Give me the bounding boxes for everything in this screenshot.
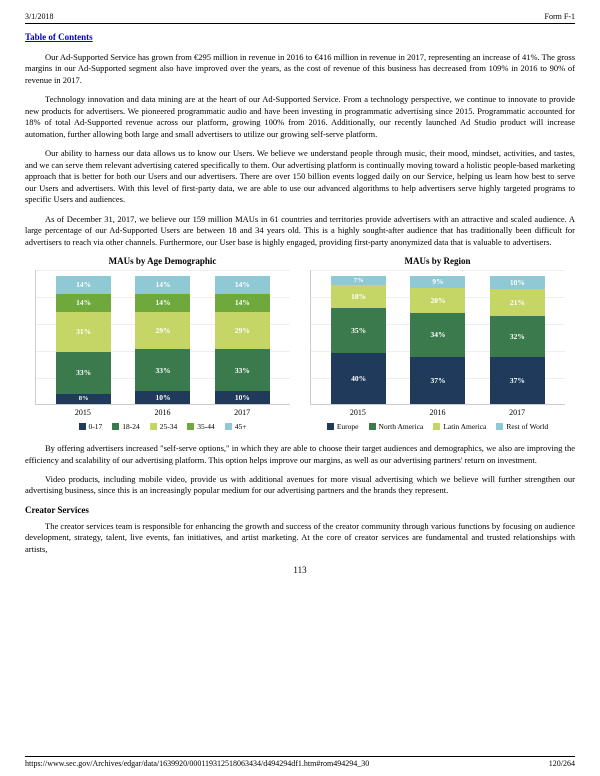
legend-item: 25-34 <box>150 422 178 431</box>
bar-segment: 37% <box>410 357 465 404</box>
legend-item: North America <box>369 422 424 431</box>
x-label: 2015 <box>75 408 91 417</box>
legend-swatch <box>327 423 334 430</box>
bar-segment: 33% <box>215 349 270 391</box>
x-label: 2015 <box>350 408 366 417</box>
page-number: 113 <box>25 565 575 575</box>
legend-swatch <box>187 423 194 430</box>
footer-pages: 120/264 <box>549 759 575 768</box>
legend-swatch <box>112 423 119 430</box>
bar-segment: 9% <box>410 276 465 288</box>
chart-xlabels: 2015 2016 2017 <box>35 408 290 417</box>
paragraph: The creator services team is responsible… <box>25 521 575 555</box>
bar-segment: 8% <box>56 394 111 404</box>
toc-link[interactable]: Table of Contents <box>25 32 93 42</box>
page-footer: https://www.sec.gov/Archives/edgar/data/… <box>25 756 575 768</box>
paragraph: Our Ad-Supported Service has grown from … <box>25 52 575 86</box>
bar-segment: 32% <box>490 316 545 357</box>
bar-segment: 37% <box>490 357 545 404</box>
header-title: Form F-1 <box>545 12 575 21</box>
x-label: 2016 <box>154 408 170 417</box>
chart-legend: Europe North America Latin America Rest of … <box>310 422 565 431</box>
bar-segment: 33% <box>56 352 111 394</box>
paragraph: Video products, including mobile video, … <box>25 474 575 497</box>
bar-segment: 14% <box>215 294 270 312</box>
legend-swatch <box>369 423 376 430</box>
legend-swatch <box>496 423 503 430</box>
bar-segment: 10% <box>135 391 190 404</box>
chart-bar: 14%14%31%33%8% <box>56 276 111 404</box>
footer-url: https://www.sec.gov/Archives/edgar/data/… <box>25 759 369 768</box>
chart-area: 14%14%31%33%8%14%14%29%33%10%14%14%29%33… <box>35 270 290 405</box>
bar-segment: 14% <box>215 276 270 294</box>
page-header: 3/1/2018 Form F-1 <box>25 12 575 24</box>
bar-segment: 7% <box>331 276 386 285</box>
x-label: 2017 <box>234 408 250 417</box>
bar-segment: 14% <box>135 276 190 294</box>
chart-bar: 10%21%32%37% <box>490 276 545 404</box>
legend-swatch <box>225 423 232 430</box>
legend-label: 18-24 <box>122 422 140 431</box>
bar-segment: 18% <box>331 285 386 308</box>
legend-label: Rest of World <box>506 422 548 431</box>
legend-item: Europe <box>327 422 359 431</box>
bar-segment: 14% <box>56 294 111 312</box>
bar-segment: 35% <box>331 308 386 353</box>
bar-segment: 21% <box>490 289 545 316</box>
legend-label: Latin America <box>443 422 486 431</box>
chart-bar: 9%20%34%37% <box>410 276 465 404</box>
legend-item: 35-44 <box>187 422 215 431</box>
paragraph: By offering advertisers increased "self-… <box>25 443 575 466</box>
legend-label: 45+ <box>235 422 247 431</box>
legend-label: North America <box>379 422 424 431</box>
legend-item: Rest of World <box>496 422 548 431</box>
legend-swatch <box>150 423 157 430</box>
x-label: 2017 <box>509 408 525 417</box>
legend-item: 18-24 <box>112 422 140 431</box>
chart-title: MAUs by Region <box>310 256 565 266</box>
chart-bar: 14%14%29%33%10% <box>135 276 190 404</box>
paragraph: Our ability to harness our data allows u… <box>25 148 575 205</box>
bar-segment: 29% <box>135 312 190 349</box>
bar-segment: 14% <box>56 276 111 294</box>
chart-title: MAUs by Age Demographic <box>35 256 290 266</box>
chart-legend: 0-17 18-24 25-34 35-44 45+ <box>35 422 290 431</box>
bar-segment: 20% <box>410 288 465 314</box>
bar-segment: 14% <box>135 294 190 312</box>
bar-segment: 31% <box>56 312 111 352</box>
section-heading: Creator Services <box>25 505 575 515</box>
paragraph: Technology innovation and data mining ar… <box>25 94 575 140</box>
paragraph: As of December 31, 2017, we believe our … <box>25 214 575 248</box>
legend-label: 0-17 <box>89 422 103 431</box>
legend-label: 35-44 <box>197 422 215 431</box>
chart-region: MAUs by Region 7%18%35%40%9%20%34%37%10%… <box>310 256 565 431</box>
bar-segment: 34% <box>410 313 465 357</box>
chart-age: MAUs by Age Demographic 14%14%31%33%8%14… <box>35 256 290 431</box>
legend-label: Europe <box>337 422 359 431</box>
legend-label: 25-34 <box>160 422 178 431</box>
charts-container: MAUs by Age Demographic 14%14%31%33%8%14… <box>25 256 575 431</box>
legend-swatch <box>433 423 440 430</box>
x-label: 2016 <box>429 408 445 417</box>
bar-segment: 10% <box>215 391 270 404</box>
legend-item: Latin America <box>433 422 486 431</box>
chart-bar: 14%14%29%33%10% <box>215 276 270 404</box>
header-date: 3/1/2018 <box>25 12 53 21</box>
legend-swatch <box>79 423 86 430</box>
legend-item: 45+ <box>225 422 247 431</box>
legend-item: 0-17 <box>79 422 103 431</box>
chart-bar: 7%18%35%40% <box>331 276 386 404</box>
bar-segment: 33% <box>135 349 190 391</box>
bar-segment: 29% <box>215 312 270 349</box>
chart-xlabels: 2015 2016 2017 <box>310 408 565 417</box>
bar-segment: 10% <box>490 276 545 289</box>
chart-area: 7%18%35%40%9%20%34%37%10%21%32%37% <box>310 270 565 405</box>
bar-segment: 40% <box>331 353 386 404</box>
